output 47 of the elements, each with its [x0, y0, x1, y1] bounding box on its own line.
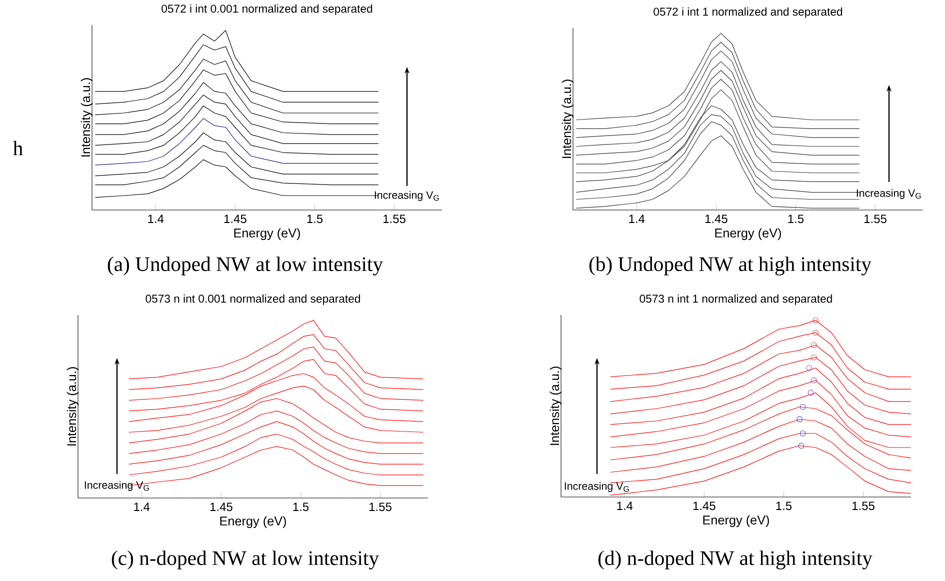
text: (a) Undoped NW at low intensity	[108, 256, 383, 276]
x-tick-label: 1.4	[629, 214, 645, 223]
chart-title: 0573 n int 0.001 normalized and separated	[146, 294, 360, 305]
x-tick-label: 1.5	[307, 214, 323, 224]
x-tick-label: 1.45	[210, 502, 232, 512]
y-axis-title: Intensity (a.u.)	[66, 367, 79, 446]
text: (c) n-doped NW at low intensity	[112, 550, 379, 570]
x-axis-title: Energy (eV)	[715, 228, 781, 240]
point	[798, 442, 804, 449]
x-tick-label: 1.55	[852, 502, 874, 510]
y-axis-title: Intensity (a.u.)	[80, 78, 93, 156]
point	[812, 317, 818, 324]
y-axis-title: Intensity (a.u.)	[550, 366, 562, 445]
x-tick-label: 1.4	[617, 502, 633, 510]
x-tick-label: 1.4	[134, 502, 150, 511]
x-tick-label: 1.55	[370, 502, 392, 512]
x-axis-title: Energy (eV)	[220, 516, 286, 528]
x-tick-label: 1.5	[776, 502, 792, 510]
text: h	[13, 140, 23, 156]
x-tick-label: 1.5	[293, 502, 309, 512]
chart-title: 0573 n int 1 normalized and separated	[640, 294, 832, 305]
annotation: Increasing V$_{G}$	[374, 191, 439, 201]
x-axis-title: Energy (eV)	[234, 228, 300, 240]
y-axis-title: Intensity (a.u.)	[562, 80, 574, 158]
point	[812, 330, 818, 336]
text: (b) Undoped NW at high intensity	[589, 256, 872, 276]
x-tick-label: 1.55	[864, 214, 886, 224]
point	[811, 377, 817, 384]
chart-title: 0572 i int 1 normalized and separated	[654, 7, 842, 18]
point	[806, 365, 812, 371]
point	[811, 354, 817, 360]
annotation: Increasing V$_{G}$	[856, 189, 921, 199]
annotation: Increasing V$_{G}$	[564, 482, 629, 492]
text: (d) n-doped NW at high intensity	[598, 550, 872, 570]
x-tick-label: 1.45	[693, 502, 716, 510]
x-tick-label: 1.45	[705, 214, 728, 224]
x-tick-label: 1.45	[224, 214, 246, 224]
point	[811, 342, 817, 348]
x-tick-label: 1.5	[788, 214, 804, 224]
x-tick-label: 1.4	[148, 214, 164, 223]
x-axis-title: Energy (eV)	[703, 515, 769, 528]
point	[800, 404, 806, 410]
x-tick-label: 1.55	[384, 214, 406, 224]
chart-title: 0572 i int 0.001 normalized and separated	[162, 4, 372, 15]
point	[800, 430, 806, 436]
point	[808, 390, 814, 396]
point	[796, 416, 803, 422]
